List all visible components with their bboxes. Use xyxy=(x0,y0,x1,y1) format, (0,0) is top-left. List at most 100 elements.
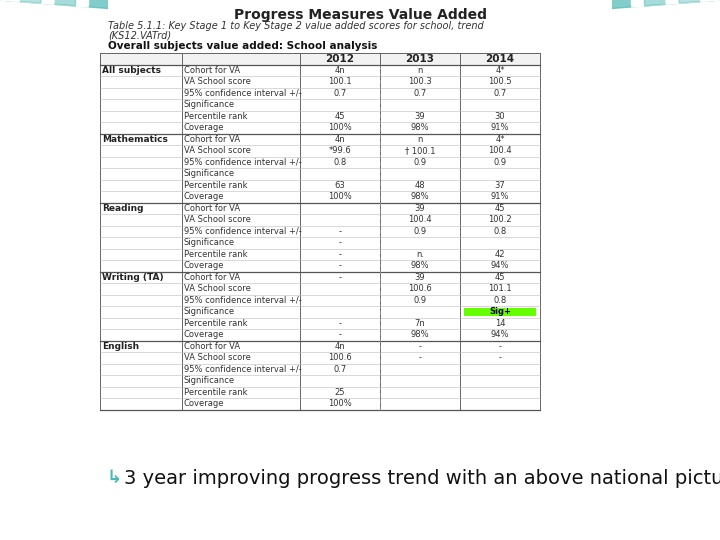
Text: 100.6: 100.6 xyxy=(328,353,352,362)
Text: Progress Measures Value Added: Progress Measures Value Added xyxy=(233,8,487,22)
Text: 98%: 98% xyxy=(410,261,429,270)
Text: 100%: 100% xyxy=(328,192,352,201)
Text: 37: 37 xyxy=(495,181,505,190)
Text: 3 year improving progress trend with an above national picture: 3 year improving progress trend with an … xyxy=(124,469,720,488)
Bar xyxy=(300,53,540,64)
Text: Cohort for VA: Cohort for VA xyxy=(184,273,240,282)
Text: 4*: 4* xyxy=(495,135,505,144)
Text: 100.4: 100.4 xyxy=(408,215,432,224)
Text: VA School score: VA School score xyxy=(184,215,251,224)
Text: 39: 39 xyxy=(415,112,426,121)
Text: Cohort for VA: Cohort for VA xyxy=(184,342,240,351)
Text: 98%: 98% xyxy=(410,192,429,201)
Text: 0.8: 0.8 xyxy=(493,227,507,236)
Text: 100.5: 100.5 xyxy=(488,77,512,86)
Text: 42: 42 xyxy=(495,249,505,259)
Wedge shape xyxy=(0,0,41,3)
Text: 91%: 91% xyxy=(491,192,509,201)
Text: 4n: 4n xyxy=(335,66,346,75)
Text: -: - xyxy=(338,261,341,270)
Wedge shape xyxy=(0,0,76,6)
Bar xyxy=(100,53,300,64)
Text: 0.7: 0.7 xyxy=(333,364,346,374)
Text: 0.9: 0.9 xyxy=(413,158,426,167)
Text: -: - xyxy=(338,273,341,282)
Text: n: n xyxy=(418,66,423,75)
Text: Coverage: Coverage xyxy=(184,330,225,339)
Wedge shape xyxy=(644,0,720,6)
Text: VA School score: VA School score xyxy=(184,146,251,156)
Text: -: - xyxy=(338,227,341,236)
Text: Significance: Significance xyxy=(184,169,235,178)
Text: Reading: Reading xyxy=(102,204,143,213)
Text: 95% confidence interval +/-: 95% confidence interval +/- xyxy=(184,158,302,167)
Text: Cohort for VA: Cohort for VA xyxy=(184,66,240,75)
Text: -: - xyxy=(418,342,421,351)
Wedge shape xyxy=(0,0,89,7)
Text: Overall subjects value added: School analysis: Overall subjects value added: School ana… xyxy=(108,41,377,51)
Text: 100.3: 100.3 xyxy=(408,77,432,86)
Text: (KS12.VATrd): (KS12.VATrd) xyxy=(108,31,171,41)
Text: Cohort for VA: Cohort for VA xyxy=(184,135,240,144)
Text: -: - xyxy=(418,353,421,362)
Text: Significance: Significance xyxy=(184,238,235,247)
Text: 2012: 2012 xyxy=(325,54,354,64)
Text: English: English xyxy=(102,342,139,351)
Text: Coverage: Coverage xyxy=(184,399,225,408)
Text: 101.1: 101.1 xyxy=(488,284,512,293)
Text: n: n xyxy=(418,135,423,144)
Text: ↳: ↳ xyxy=(106,469,121,487)
Text: -: - xyxy=(338,319,341,328)
Text: 45: 45 xyxy=(495,204,505,213)
Text: VA School score: VA School score xyxy=(184,77,251,86)
Text: Percentile rank: Percentile rank xyxy=(184,112,248,121)
Text: 91%: 91% xyxy=(491,123,509,132)
Text: 39: 39 xyxy=(415,273,426,282)
Text: Significance: Significance xyxy=(184,307,235,316)
Wedge shape xyxy=(0,0,54,4)
Text: 100.4: 100.4 xyxy=(488,146,512,156)
Text: 100.1: 100.1 xyxy=(328,77,352,86)
Text: 4*: 4* xyxy=(495,66,505,75)
Wedge shape xyxy=(679,0,720,3)
Text: 25: 25 xyxy=(335,388,346,397)
Wedge shape xyxy=(601,0,720,9)
Text: All subjects: All subjects xyxy=(102,66,161,75)
Text: Sig+: Sig+ xyxy=(489,307,511,316)
Text: Coverage: Coverage xyxy=(184,123,225,132)
Text: VA School score: VA School score xyxy=(184,353,251,362)
Text: Writing (TA): Writing (TA) xyxy=(102,273,163,282)
Text: -: - xyxy=(498,353,502,362)
Text: 0.9: 0.9 xyxy=(493,158,507,167)
Text: Coverage: Coverage xyxy=(184,192,225,201)
Wedge shape xyxy=(701,0,720,2)
Text: Percentile rank: Percentile rank xyxy=(184,319,248,328)
Text: Percentile rank: Percentile rank xyxy=(184,249,248,259)
Text: 0.9: 0.9 xyxy=(413,296,426,305)
Text: Significance: Significance xyxy=(184,100,235,109)
Text: Percentile rank: Percentile rank xyxy=(184,388,248,397)
Text: Coverage: Coverage xyxy=(184,261,225,270)
Text: 4n: 4n xyxy=(335,135,346,144)
Text: 0.8: 0.8 xyxy=(493,296,507,305)
Text: 0.9: 0.9 xyxy=(413,227,426,236)
Text: -: - xyxy=(338,330,341,339)
Text: Significance: Significance xyxy=(184,376,235,385)
Text: 100.6: 100.6 xyxy=(408,284,432,293)
Text: VA School score: VA School score xyxy=(184,284,251,293)
Wedge shape xyxy=(666,0,720,4)
Text: -: - xyxy=(338,238,341,247)
Text: 98%: 98% xyxy=(410,330,429,339)
Text: 48: 48 xyxy=(415,181,426,190)
Bar xyxy=(464,307,536,316)
Text: † 100.1: † 100.1 xyxy=(405,146,436,156)
Text: n.: n. xyxy=(416,249,424,259)
Bar xyxy=(100,53,540,409)
Text: Percentile rank: Percentile rank xyxy=(184,181,248,190)
Wedge shape xyxy=(631,0,720,7)
Text: 30: 30 xyxy=(495,112,505,121)
Text: -: - xyxy=(498,342,502,351)
Text: 63: 63 xyxy=(335,181,346,190)
Text: 94%: 94% xyxy=(491,330,509,339)
Text: *99.6: *99.6 xyxy=(328,146,351,156)
